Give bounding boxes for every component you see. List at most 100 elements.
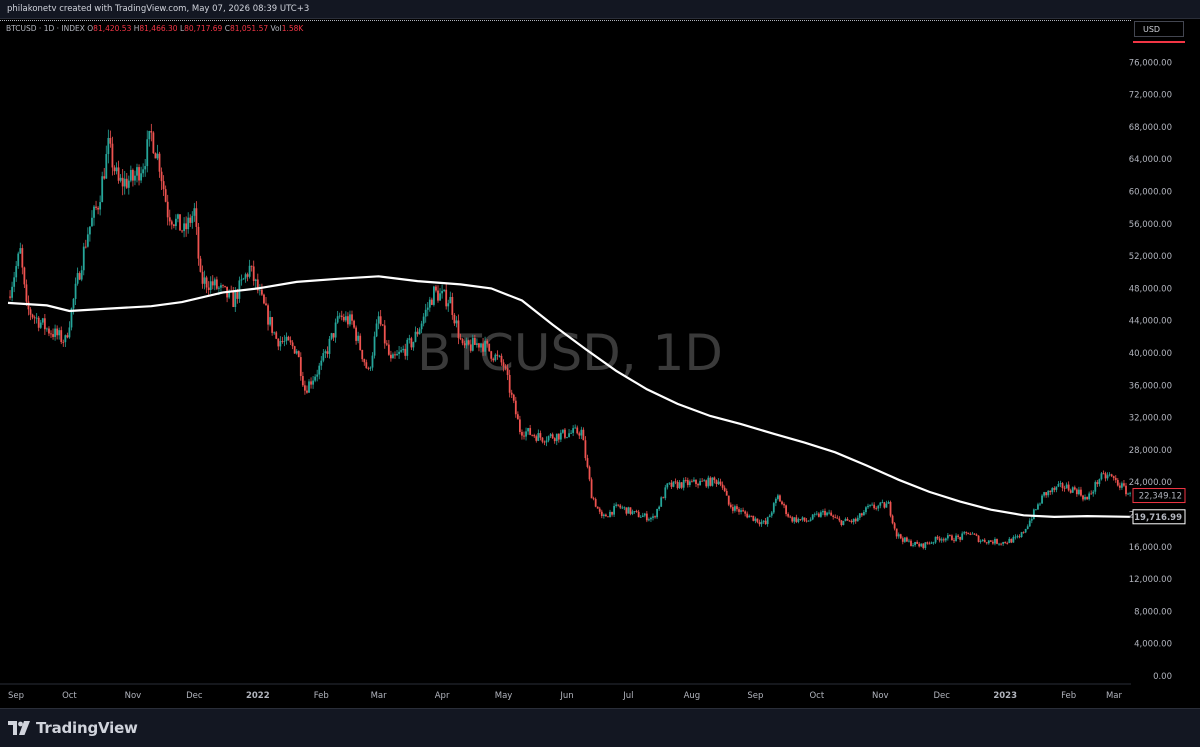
candle-body: [361, 350, 364, 360]
candle-body: [627, 507, 630, 514]
candle-body: [480, 343, 482, 348]
symbol-label[interactable]: BTCUSD · 1D · INDEX: [6, 24, 85, 33]
volume-value: 1.58K: [281, 24, 304, 33]
candle-body: [998, 543, 1000, 545]
candle-body: [1096, 482, 1099, 485]
candle-body: [531, 434, 534, 436]
candle-body: [1032, 509, 1035, 520]
y-tick-label: 60,000.00: [1129, 188, 1172, 198]
candle-body: [543, 441, 546, 443]
candle-body: [879, 502, 882, 506]
candle-body: [41, 318, 44, 323]
candle-body: [355, 327, 357, 341]
candle-body: [989, 540, 992, 542]
chart-header-bar: philakonetv created with TradingView.com…: [0, 0, 1200, 19]
candle-body: [123, 178, 126, 187]
currency-button[interactable]: USD: [1134, 21, 1184, 37]
candle-body: [789, 516, 792, 518]
brand-name: TradingView: [36, 719, 138, 737]
candle-body: [881, 502, 884, 504]
close-key: C: [224, 24, 230, 33]
candle-body: [519, 419, 521, 432]
candle-body: [648, 519, 650, 521]
candle-body: [1028, 520, 1031, 527]
candle-body: [645, 513, 648, 521]
candle-body: [785, 505, 787, 515]
candle-body: [50, 333, 52, 335]
candle-body: [338, 315, 341, 317]
candle-body: [719, 481, 722, 485]
candle-body: [658, 506, 661, 510]
candle-body: [508, 374, 511, 393]
tradingview-logo-icon: [8, 721, 30, 735]
candle-body: [953, 540, 955, 542]
candle-body: [541, 437, 544, 442]
time-axis[interactable]: Sep Oct Nov Dec 2022 Feb Mar Apr May Jun Jul Aug Sep…: [0, 683, 1131, 701]
candle-body: [625, 507, 628, 514]
candle-body: [363, 359, 366, 363]
candle-body: [686, 480, 689, 485]
candle-body: [269, 317, 271, 325]
candle-body: [1114, 477, 1117, 481]
candle-body: [594, 499, 597, 507]
candle-body: [652, 516, 654, 518]
candle-body: [623, 507, 626, 509]
candle-body: [387, 344, 390, 355]
candle-body: [242, 278, 245, 280]
price-chart[interactable]: BTCUSD, 1D 0.00 4,000.00 8,000.00 12,000.00…: [0, 0, 1200, 708]
candle-body: [1071, 487, 1074, 493]
candle-body: [924, 542, 927, 548]
candle-body: [576, 427, 579, 434]
candle-body: [740, 510, 742, 512]
candle-body: [25, 284, 28, 302]
candle-body: [723, 487, 726, 491]
candle-body: [1041, 495, 1043, 504]
candle-body: [52, 334, 54, 337]
candle-body: [887, 502, 890, 504]
candle-body: [817, 513, 820, 517]
candle-body: [914, 541, 916, 546]
candle-body: [770, 512, 773, 516]
candle-body: [883, 502, 886, 508]
candle-body: [486, 340, 489, 344]
candle-body: [211, 281, 214, 286]
candle-body: [103, 176, 106, 179]
candle-body: [512, 394, 515, 401]
candle-body: [502, 362, 505, 367]
y-tick-label: 68,000.00: [1129, 123, 1172, 133]
candle-body: [828, 512, 830, 514]
candle-body: [510, 392, 513, 395]
candle-body: [74, 283, 77, 299]
brand[interactable]: TradingView: [8, 719, 138, 737]
ma-value-tag-label: 19,716.99: [1134, 513, 1182, 523]
candle-body: [695, 479, 697, 485]
candle-body: [1045, 492, 1048, 496]
candle-body: [903, 537, 906, 542]
candle-body: [805, 520, 808, 522]
y-tick-label: 32,000.00: [1129, 414, 1172, 424]
candle-body: [258, 289, 261, 291]
candle-body: [406, 339, 409, 356]
candle-body: [977, 535, 980, 542]
candle-body: [390, 354, 392, 359]
candle-body: [598, 508, 601, 512]
candle-body: [392, 354, 394, 359]
candle-body: [312, 380, 314, 385]
candle-body: [170, 221, 173, 225]
candle-body: [43, 318, 46, 330]
candle-body: [928, 543, 931, 545]
candle-body: [193, 208, 196, 216]
candle-body: [426, 307, 429, 310]
candle-body: [662, 497, 665, 499]
candle-body: [459, 338, 462, 340]
candle-body: [760, 521, 763, 525]
candle-body: [160, 171, 163, 182]
candle-body: [1006, 542, 1009, 544]
candle-body: [332, 333, 335, 338]
y-tick-label: 52,000.00: [1129, 252, 1172, 262]
candle-body: [240, 279, 243, 281]
candle-body: [322, 353, 325, 361]
candle-body: [668, 482, 671, 484]
candle-body: [105, 154, 108, 179]
candle-body: [637, 511, 640, 518]
